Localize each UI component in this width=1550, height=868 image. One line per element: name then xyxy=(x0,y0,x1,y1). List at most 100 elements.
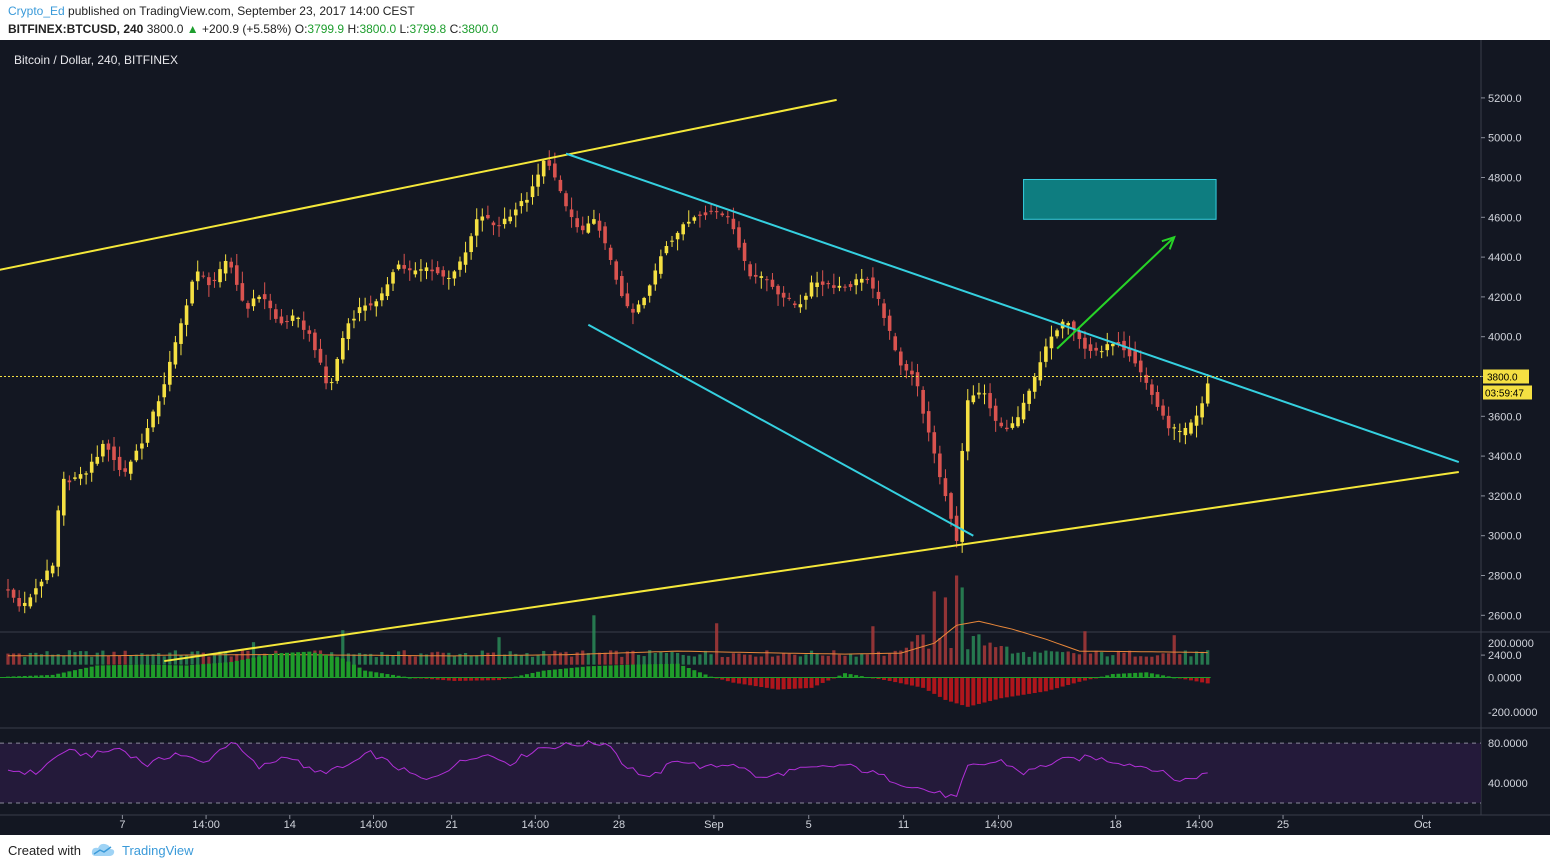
candle-body xyxy=(765,279,769,281)
channel-line xyxy=(565,152,1460,464)
candle-body xyxy=(932,432,937,454)
candle-body xyxy=(988,393,992,409)
candle-body xyxy=(910,370,914,375)
volume-bar xyxy=(1172,635,1176,665)
candle-body xyxy=(117,456,122,470)
volume-bar xyxy=(475,655,479,665)
volume-bar xyxy=(793,654,797,665)
momentum-bar xyxy=(965,677,970,707)
volume-bar xyxy=(436,651,440,665)
volume-bar xyxy=(977,634,981,665)
candle-body xyxy=(62,478,66,516)
momentum-bar xyxy=(1122,673,1126,678)
last-price: 3800.0 xyxy=(146,22,184,36)
volume-bar xyxy=(218,651,222,665)
candle-body xyxy=(882,303,886,318)
candle-body xyxy=(1155,392,1160,407)
momentum-bar xyxy=(1183,677,1188,680)
candle-body xyxy=(915,372,920,387)
momentum-bar xyxy=(764,677,769,688)
price-tick-label: 3200.0 xyxy=(1488,491,1522,503)
candle-body xyxy=(954,515,959,541)
tradingview-cloud-icon xyxy=(91,843,115,860)
momentum-bar xyxy=(318,653,323,678)
momentum-bar xyxy=(1133,672,1138,678)
momentum-bar xyxy=(335,657,340,678)
open-value: 3799.9 xyxy=(307,22,345,36)
momentum-bar xyxy=(72,670,77,678)
momentum-bar xyxy=(106,665,111,678)
momentum-bar xyxy=(943,677,948,700)
momentum-bar xyxy=(591,666,596,678)
volume-bar xyxy=(620,656,624,665)
volume-bar xyxy=(357,652,362,665)
candle-body xyxy=(1150,384,1154,395)
momentum-bar xyxy=(1043,677,1048,692)
volume-bar xyxy=(1133,656,1137,665)
momentum-bar xyxy=(630,664,635,678)
candle-body xyxy=(664,246,669,254)
candle-body xyxy=(168,361,172,385)
momentum-bar xyxy=(396,675,401,678)
momentum-bar xyxy=(642,664,647,678)
candle-body xyxy=(1071,321,1076,330)
volume-bar xyxy=(229,656,233,665)
candle-body xyxy=(787,297,791,299)
candle-body xyxy=(820,281,825,285)
target-zone xyxy=(1023,178,1217,220)
volume-bar xyxy=(106,655,111,665)
momentum-bar xyxy=(368,671,373,678)
candle-body xyxy=(173,342,178,365)
candle-body xyxy=(625,293,630,307)
candle-body xyxy=(296,317,300,320)
momentum-bar xyxy=(67,671,72,678)
candle-body xyxy=(887,315,892,331)
candle-body xyxy=(335,359,340,381)
volume-bar xyxy=(910,641,914,665)
volume-bar xyxy=(709,654,713,665)
volume-bar xyxy=(1021,652,1026,665)
momentum-bar xyxy=(234,660,239,678)
volume-bar xyxy=(893,650,897,665)
candle-body xyxy=(251,298,256,307)
chart-area[interactable]: Bitcoin / Dollar, 240, BITFINEX 2400.0 260… xyxy=(0,40,1550,835)
volume-bar xyxy=(463,653,468,665)
volume-bar xyxy=(6,653,10,665)
momentum-bar xyxy=(1049,677,1054,690)
candle-body xyxy=(391,272,395,284)
volume-bar xyxy=(207,656,211,665)
volume-bar xyxy=(1206,650,1210,665)
candle-body xyxy=(463,252,468,265)
tradingview-brand-link[interactable]: TradingView xyxy=(122,843,194,858)
time-tick-label: 7 xyxy=(119,819,125,831)
volume-bar xyxy=(848,653,853,665)
time-tick-label: 21 xyxy=(445,819,457,831)
momentum-bar xyxy=(541,670,546,678)
momentum-tick-label: -200.0000 xyxy=(1488,707,1538,719)
volume-bar xyxy=(837,654,842,665)
momentum-bar xyxy=(625,664,630,678)
candle-body xyxy=(502,218,507,225)
candle-body xyxy=(452,271,457,279)
candle-body xyxy=(1038,362,1043,381)
volume-bar xyxy=(569,656,574,665)
time-tick-label: 14:00 xyxy=(360,819,388,831)
volume-bar xyxy=(469,655,473,665)
candle-body xyxy=(603,226,607,244)
volume-bar xyxy=(782,653,786,665)
candle-body xyxy=(268,300,273,309)
candle-body xyxy=(592,219,596,224)
volume-bar xyxy=(352,654,356,665)
volume-bar xyxy=(731,653,735,665)
chart-svg[interactable]: Bitcoin / Dollar, 240, BITFINEX 2400.0 260… xyxy=(0,40,1550,835)
momentum-bar xyxy=(262,655,267,678)
volume-bar xyxy=(821,655,825,665)
candle-body xyxy=(1083,337,1087,349)
volume-bar xyxy=(1150,656,1154,665)
momentum-bar xyxy=(988,677,993,702)
momentum-bar xyxy=(893,677,898,683)
volume-bar xyxy=(966,649,970,665)
volume-bar xyxy=(458,653,462,665)
candle-body xyxy=(865,278,870,281)
author-link[interactable]: Crypto_Ed xyxy=(8,4,65,18)
